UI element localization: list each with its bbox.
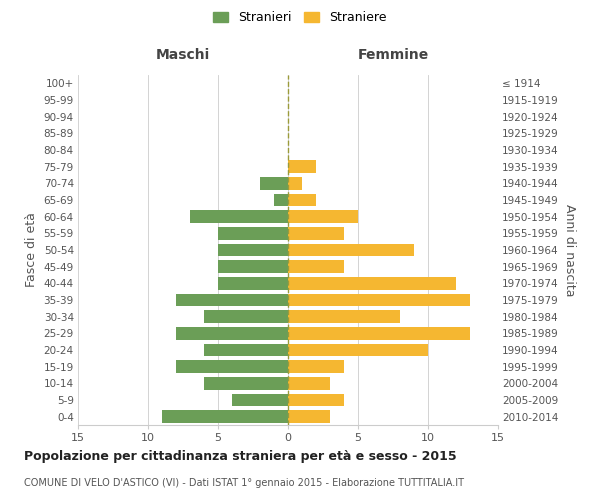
Legend: Stranieri, Straniere: Stranieri, Straniere [211, 8, 389, 26]
Text: Maschi: Maschi [156, 48, 210, 62]
Bar [288, 294, 470, 306]
Y-axis label: Fasce di età: Fasce di età [25, 212, 38, 288]
Bar [288, 344, 428, 356]
Bar [176, 327, 288, 340]
Bar [288, 360, 344, 373]
Bar [190, 210, 288, 223]
Bar [288, 327, 470, 340]
Bar [204, 310, 288, 323]
Bar [288, 310, 400, 323]
Bar [288, 194, 316, 206]
Bar [204, 377, 288, 390]
Bar [218, 227, 288, 239]
Bar [288, 410, 330, 423]
Y-axis label: Anni di nascita: Anni di nascita [563, 204, 575, 296]
Bar [260, 177, 288, 190]
Bar [288, 210, 358, 223]
Bar [288, 260, 344, 273]
Text: Femmine: Femmine [358, 48, 428, 62]
Bar [288, 394, 344, 406]
Bar [218, 277, 288, 289]
Text: Popolazione per cittadinanza straniera per età e sesso - 2015: Popolazione per cittadinanza straniera p… [24, 450, 457, 463]
Bar [288, 277, 456, 289]
Bar [288, 377, 330, 390]
Bar [218, 260, 288, 273]
Text: COMUNE DI VELO D'ASTICO (VI) - Dati ISTAT 1° gennaio 2015 - Elaborazione TUTTITA: COMUNE DI VELO D'ASTICO (VI) - Dati ISTA… [24, 478, 464, 488]
Bar [176, 360, 288, 373]
Bar [162, 410, 288, 423]
Bar [288, 160, 316, 173]
Bar [288, 244, 414, 256]
Bar [232, 394, 288, 406]
Bar [288, 227, 344, 239]
Bar [288, 177, 302, 190]
Bar [204, 344, 288, 356]
Bar [218, 244, 288, 256]
Bar [176, 294, 288, 306]
Bar [274, 194, 288, 206]
